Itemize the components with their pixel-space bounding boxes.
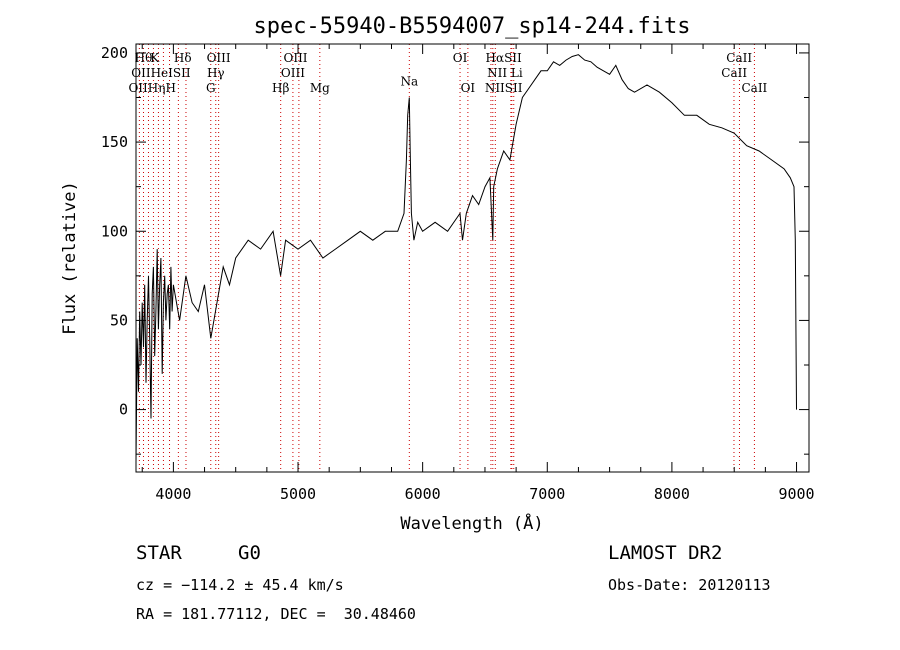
line-label: OIII <box>283 51 307 65</box>
x-tick-label: 5000 <box>280 485 316 503</box>
y-tick-label: 0 <box>119 401 128 419</box>
line-label: OIIHeISII <box>131 66 191 80</box>
y-tick-label: 200 <box>101 44 128 62</box>
y-tick-label: 50 <box>110 311 128 329</box>
line-label: Mg <box>310 81 330 95</box>
survey-name: LAMOST DR2 <box>608 542 723 564</box>
x-tick-label: 4000 <box>155 485 191 503</box>
x-axis: 4000 5000 6000 7000 8000 9000 <box>141 44 815 503</box>
line-label: CaII <box>726 51 752 65</box>
line-label: Na <box>400 74 418 88</box>
line-label: Hβ <box>272 81 289 95</box>
line-label: OIII <box>281 66 305 80</box>
line-label: Hδ <box>174 51 192 65</box>
line-label: CaII <box>721 66 747 80</box>
x-tick-label: 7000 <box>529 485 565 503</box>
line-label: G <box>206 81 216 95</box>
line-label: OI <box>453 51 468 65</box>
x-tick-label: 6000 <box>405 485 441 503</box>
object-type: STAR <box>136 542 182 564</box>
line-label: OIIHηH <box>128 81 175 95</box>
y-axis: 0 50 100 150 200 <box>101 44 809 455</box>
coordinates: RA = 181.77112, DEC = 30.48460 <box>136 605 416 623</box>
x-tick-label: 9000 <box>778 485 814 503</box>
chart-title: spec-55940-B5594007_sp14-244.fits <box>253 14 690 39</box>
line-label: NII Li <box>487 66 523 80</box>
obs-date: Obs-Date: 20120113 <box>608 576 771 594</box>
line-label: OIII <box>207 51 231 65</box>
spectrum-line <box>135 54 797 464</box>
line-label: Hγ <box>207 66 225 80</box>
x-axis-label: Wavelength (Å) <box>400 512 543 534</box>
line-label: OI <box>461 81 476 95</box>
line-label: HαSII <box>486 51 523 65</box>
line-markers <box>138 44 755 472</box>
line-label: CaII <box>741 81 767 95</box>
plot-frame <box>135 43 810 473</box>
y-tick-label: 150 <box>101 133 128 151</box>
line-label: NIISII <box>485 81 523 95</box>
y-tick-label: 100 <box>101 222 128 240</box>
x-tick-label: 8000 <box>654 485 690 503</box>
y-axis-label: Flux (relative) <box>60 181 80 335</box>
line-label: Hθ <box>135 51 153 65</box>
redshift-info: cz = −114.2 ± 45.4 km/s <box>136 576 344 594</box>
object-subclass: G0 <box>238 542 261 564</box>
line-label: K <box>150 51 160 65</box>
